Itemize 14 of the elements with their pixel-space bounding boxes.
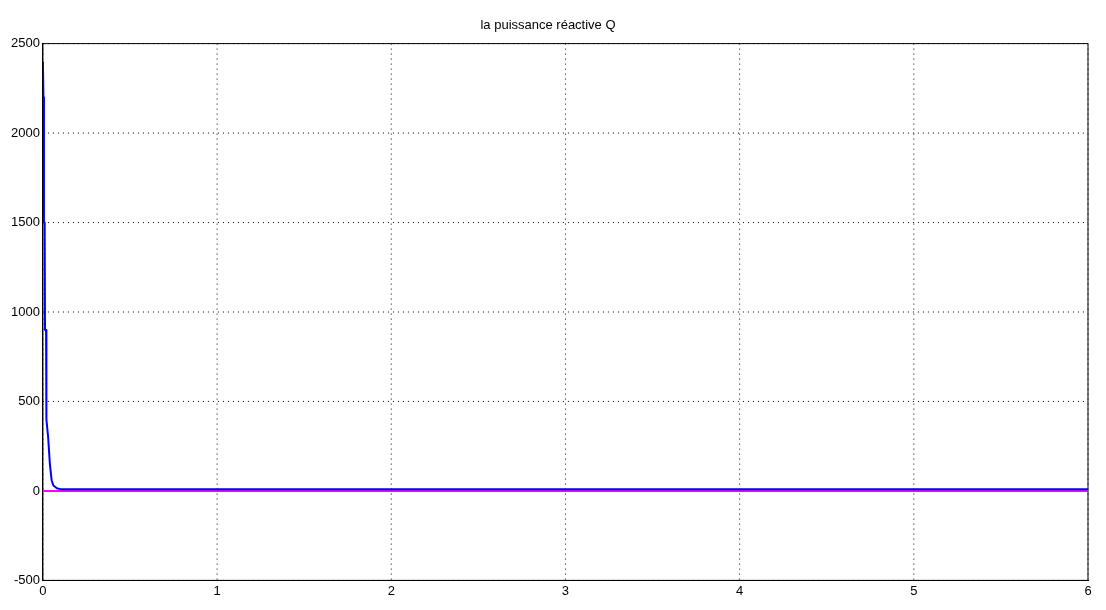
y-tick-label: 0	[32, 482, 40, 498]
chart-title: la puissance réactive Q	[480, 17, 616, 33]
y-tick-label: 2500	[11, 35, 40, 51]
y-tick-label: 500	[18, 393, 40, 409]
y-tick-label: 1500	[11, 214, 40, 230]
y-tick-label: 1000	[11, 303, 40, 319]
x-tick-label: 5	[910, 582, 918, 598]
x-tick-label: 6	[1084, 582, 1092, 598]
x-tick-label: 2	[387, 582, 395, 598]
x-tick-label: 4	[736, 582, 744, 598]
x-tick-label: 3	[561, 582, 570, 598]
x-tick-label: 1	[213, 582, 221, 598]
y-tick-label: -500	[13, 571, 40, 587]
y-tick-label: 2000	[11, 124, 40, 140]
